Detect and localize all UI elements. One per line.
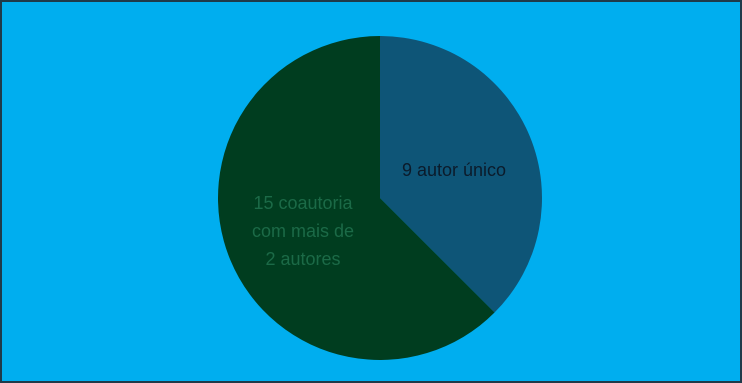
pie-slice-1 bbox=[380, 36, 543, 313]
pie-slice-label-line: com mais de bbox=[252, 221, 354, 241]
pie-slice-label-line: 9 autor único bbox=[402, 160, 506, 180]
pie-slice-label-line: 15 coautoria bbox=[253, 193, 353, 213]
pie-slices bbox=[218, 36, 543, 361]
pie-slice-label-line: 2 autores bbox=[265, 249, 340, 269]
pie-slice-2 bbox=[218, 36, 495, 361]
pie-labels: 9 autor único 15 coautoria com mais de 2 au… bbox=[252, 160, 506, 269]
pie-slice-label-2: 15 coautoria com mais de 2 autores bbox=[252, 193, 354, 269]
pie-slice-label-1: 9 autor único bbox=[402, 160, 506, 180]
